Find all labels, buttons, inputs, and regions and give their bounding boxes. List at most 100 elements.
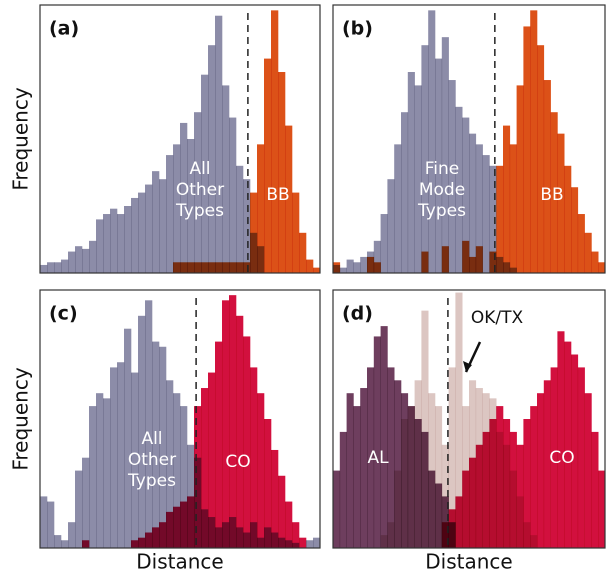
bar bbox=[435, 406, 443, 548]
bar bbox=[339, 267, 347, 273]
bar bbox=[313, 267, 321, 273]
bar bbox=[54, 535, 62, 548]
bar bbox=[441, 444, 449, 548]
bar bbox=[462, 470, 470, 548]
panel-frame bbox=[39, 289, 321, 549]
bar bbox=[380, 535, 388, 548]
bar bbox=[131, 372, 139, 548]
bar bbox=[138, 537, 146, 548]
x-axis-label: Distance bbox=[136, 550, 223, 573]
bar bbox=[584, 393, 592, 548]
bar bbox=[421, 45, 429, 274]
panel: (d) Distance AL OK/TX CO bbox=[332, 289, 606, 573]
bar bbox=[591, 251, 599, 273]
bar bbox=[54, 262, 62, 273]
bar bbox=[117, 214, 125, 273]
bar bbox=[421, 251, 429, 273]
bar bbox=[103, 398, 111, 548]
bar bbox=[333, 262, 341, 273]
panel-label: (c) bbox=[49, 303, 78, 325]
bar bbox=[180, 122, 188, 273]
bar bbox=[187, 139, 195, 273]
bar bbox=[394, 380, 402, 548]
bar bbox=[124, 206, 132, 273]
bar bbox=[110, 208, 118, 273]
bar bbox=[469, 133, 477, 273]
bar bbox=[306, 259, 314, 273]
bar bbox=[448, 509, 456, 548]
panel-label: (d) bbox=[342, 303, 373, 325]
bar bbox=[414, 380, 422, 548]
bar bbox=[229, 262, 237, 273]
bar bbox=[159, 522, 167, 548]
bar bbox=[564, 341, 572, 548]
bar bbox=[503, 419, 511, 548]
plot-area bbox=[40, 10, 321, 274]
bar bbox=[441, 37, 449, 273]
bar bbox=[577, 367, 585, 548]
bar bbox=[278, 475, 286, 548]
bar bbox=[236, 315, 244, 548]
bar bbox=[577, 214, 585, 273]
bar bbox=[180, 262, 188, 273]
bar bbox=[373, 262, 381, 273]
bar bbox=[292, 192, 300, 273]
bar bbox=[469, 457, 477, 548]
bar bbox=[138, 192, 146, 273]
bar bbox=[124, 328, 132, 548]
y-axis-label: Frequency bbox=[9, 87, 33, 190]
panel: (b) Fine Mode Types BB bbox=[332, 4, 606, 274]
bar bbox=[598, 262, 606, 273]
bar bbox=[173, 262, 181, 273]
bar bbox=[243, 336, 251, 548]
panel-label: (b) bbox=[342, 18, 373, 40]
bar bbox=[187, 262, 195, 273]
bar bbox=[571, 354, 579, 548]
bar bbox=[82, 248, 90, 273]
bar bbox=[489, 251, 497, 273]
bar bbox=[292, 522, 300, 548]
panel-frame bbox=[332, 289, 606, 549]
bar bbox=[550, 112, 558, 273]
bar bbox=[346, 259, 354, 273]
bar bbox=[201, 74, 209, 274]
bar bbox=[145, 184, 153, 273]
bar bbox=[173, 393, 181, 548]
bar bbox=[299, 537, 307, 548]
bar bbox=[82, 457, 90, 548]
bar bbox=[503, 125, 511, 273]
bar bbox=[236, 262, 244, 273]
bar bbox=[543, 80, 551, 273]
bar bbox=[208, 372, 216, 548]
bar bbox=[428, 10, 436, 274]
plot-area bbox=[333, 292, 606, 548]
bar bbox=[159, 346, 167, 548]
bar bbox=[138, 315, 146, 548]
bar bbox=[215, 341, 223, 548]
y-axis-label: Frequency bbox=[9, 367, 33, 470]
bar bbox=[509, 431, 517, 548]
panel-label: (a) bbox=[49, 18, 79, 40]
bar bbox=[557, 331, 565, 548]
bar bbox=[264, 419, 272, 548]
bar bbox=[229, 117, 237, 273]
bar bbox=[401, 419, 409, 548]
bar bbox=[145, 532, 153, 548]
bar bbox=[306, 540, 314, 548]
series-label: BB bbox=[540, 185, 563, 205]
bar bbox=[387, 179, 395, 273]
bar bbox=[339, 431, 347, 548]
bar bbox=[173, 144, 181, 273]
series-label: BB bbox=[266, 185, 289, 205]
bar bbox=[441, 246, 449, 273]
bar bbox=[537, 45, 545, 274]
bar bbox=[489, 165, 497, 273]
bar bbox=[222, 300, 230, 548]
bar bbox=[557, 133, 565, 273]
series-label: All Other Types bbox=[127, 429, 176, 491]
bar bbox=[285, 501, 293, 548]
bar bbox=[380, 326, 388, 548]
bar bbox=[475, 444, 483, 548]
bar bbox=[194, 262, 202, 273]
bar bbox=[75, 246, 83, 273]
